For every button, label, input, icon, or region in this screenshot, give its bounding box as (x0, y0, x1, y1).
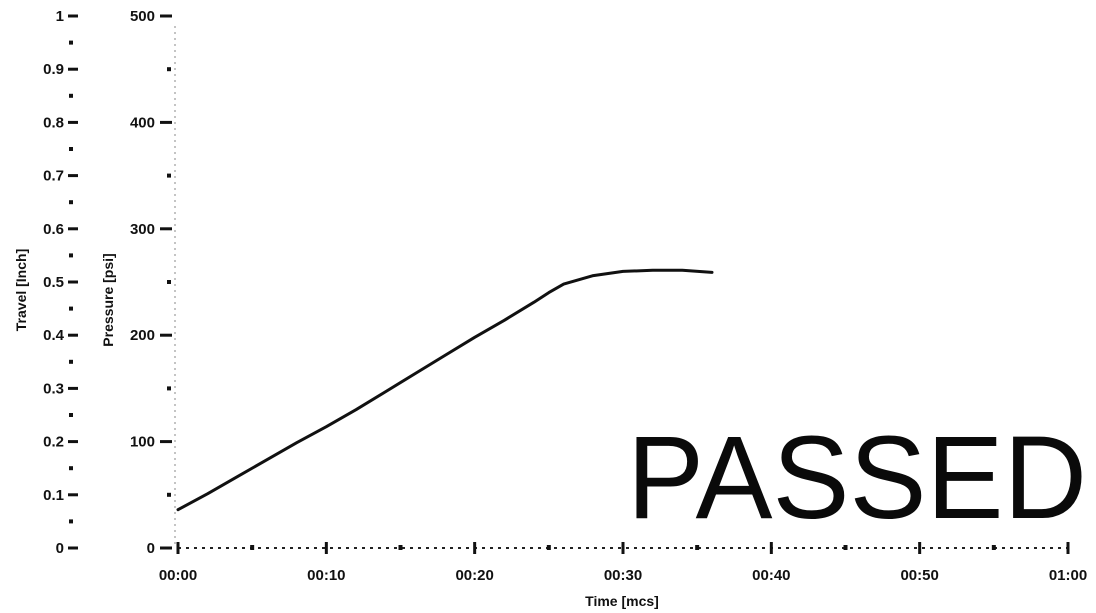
time-minor-tick (546, 545, 551, 550)
pressure-tick-label: 500 (130, 8, 155, 25)
time-axis-title: Time [mcs] (585, 593, 659, 609)
time-tick-label: 00:40 (752, 567, 790, 584)
time-tick-label: 00:50 (900, 567, 938, 584)
passed-stamp: PASSED (627, 412, 1087, 544)
time-tick-label: 00:10 (307, 567, 345, 584)
travel-tick-label: 0.6 (43, 221, 64, 238)
travel-minor-tick (69, 519, 73, 524)
travel-axis: 0 0.1 0.2 0.3 0.4 0.5 0.6 0.7 0.8 0.9 1 (43, 8, 78, 557)
time-tick-label: 00:30 (604, 567, 642, 584)
pressure-minor-tick (167, 67, 171, 72)
pressure-tick-label: 200 (130, 327, 155, 344)
time-minor-tick (695, 545, 700, 550)
time-axis: 00:00 00:10 00:20 00:30 00:40 00:50 01:00 (159, 542, 1087, 584)
pressure-tick-label: 300 (130, 221, 155, 238)
time-tick-label: 01:00 (1049, 567, 1087, 584)
pressure-tick-label: 0 (147, 540, 155, 557)
pressure-minor-tick (167, 386, 171, 391)
travel-axis-title: Travel [Inch] (13, 249, 29, 331)
travel-tick-label: 0.1 (43, 487, 64, 504)
pressure-minor-tick (167, 173, 171, 178)
travel-tick-label: 0.7 (43, 168, 64, 185)
travel-minor-tick (69, 147, 73, 151)
pressure-minor-tick (167, 280, 171, 284)
time-minor-tick (398, 545, 403, 550)
pressure-tick-label: 100 (130, 434, 155, 451)
time-minor-tick (250, 545, 255, 550)
pressure-axis-title: Pressure [psi] (100, 253, 116, 346)
travel-tick-label: 0.4 (43, 327, 65, 344)
time-tick-label: 00:20 (455, 567, 493, 584)
travel-minor-tick (69, 253, 73, 258)
pressure-tick-label: 400 (130, 114, 155, 131)
travel-tick-label: 0.9 (43, 61, 64, 78)
travel-tick-label: 0.2 (43, 434, 64, 451)
time-minor-tick (991, 545, 996, 550)
travel-minor-tick (69, 40, 73, 45)
pressure-axis: 0 100 200 300 400 500 (130, 8, 176, 557)
travel-minor-tick (69, 200, 73, 205)
time-tick-label: 00:00 (159, 567, 197, 584)
time-minor-tick (843, 545, 848, 550)
travel-minor-tick (69, 359, 73, 364)
travel-minor-tick (69, 306, 73, 311)
pressure-series-line (176, 268, 714, 512)
travel-tick-label: 0 (56, 540, 64, 557)
pressure-minor-tick (167, 492, 171, 497)
travel-tick-label: 0.5 (43, 274, 64, 291)
travel-tick-label: 0.3 (43, 380, 64, 397)
travel-tick-label: 0.8 (43, 114, 64, 131)
series-layer (176, 268, 714, 512)
travel-minor-tick (69, 466, 73, 471)
travel-tick-label: 1 (56, 8, 64, 25)
travel-minor-tick (69, 93, 73, 98)
travel-minor-tick (69, 413, 73, 417)
